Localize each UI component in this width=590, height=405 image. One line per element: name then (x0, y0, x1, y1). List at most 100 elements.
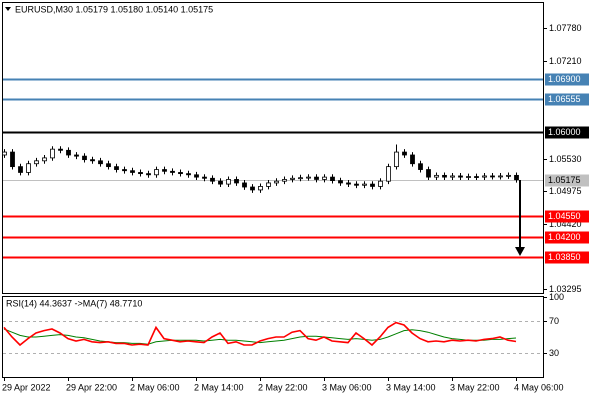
candle-body (146, 173, 151, 176)
candle-body (490, 175, 495, 178)
level-label: 1.03850 (548, 252, 581, 262)
candle-body (90, 159, 95, 162)
candle-body (346, 182, 351, 185)
candle-body (2, 151, 7, 156)
chart-title: EURUSD,M30 1.05179 1.05180 1.05140 1.051… (15, 4, 213, 14)
candle-body (386, 166, 391, 182)
candle-body (42, 157, 47, 162)
candle-body (234, 179, 239, 184)
y-tick-label: 1.07210 (549, 56, 582, 66)
x-tick-label: 4 May 06:00 (514, 382, 564, 392)
price-panel (2, 2, 544, 294)
candle-body (26, 163, 31, 173)
level-label-box (545, 126, 589, 139)
candle-body (330, 176, 335, 182)
level-label: 1.04550 (548, 211, 581, 221)
candle-body (98, 160, 103, 165)
level-label-box (545, 251, 589, 264)
rsi-line (3, 321, 517, 347)
level-label: 1.06900 (548, 74, 581, 84)
x-tick-label: 2 May 22:00 (258, 382, 308, 392)
candle-body (218, 180, 223, 185)
level-label: 1.04200 (548, 232, 581, 242)
candle-body (130, 170, 135, 173)
level-label-box (545, 231, 589, 244)
candle-body (314, 176, 319, 180)
candle-body (322, 176, 327, 180)
candle-body (226, 179, 231, 185)
candle-body (74, 154, 79, 157)
candle-body (242, 182, 247, 188)
y-tick-label: 1.07780 (549, 23, 582, 33)
candle-body (58, 148, 63, 151)
candle-body (154, 169, 159, 176)
candle-body (106, 163, 111, 168)
candle-body (274, 180, 279, 184)
candle-body (266, 182, 271, 187)
panel-icon (5, 7, 11, 11)
candle-body (402, 151, 407, 156)
x-tick-label: 29 Apr 22:00 (66, 382, 117, 392)
candle-body (138, 172, 143, 175)
candle-body (434, 174, 439, 178)
y-tick-label: 1.04975 (549, 186, 582, 196)
candle-body (306, 176, 311, 179)
candle-body (498, 175, 503, 178)
candle-body (210, 177, 215, 182)
y-tick-label: 30 (549, 348, 559, 358)
level-label-box (545, 210, 589, 223)
candle-body (250, 186, 255, 191)
candle-body (362, 183, 367, 186)
candle-body (394, 151, 399, 168)
candle-body (370, 183, 375, 187)
candle-body (290, 177, 295, 180)
candle-body (202, 176, 207, 179)
rsi-line (3, 328, 517, 345)
level-label-box (545, 93, 589, 106)
x-tick-label: 3 May 06:00 (322, 382, 372, 392)
candle-body (378, 180, 383, 187)
y-tick-label: 100 (549, 292, 564, 302)
candle-body (18, 166, 23, 173)
x-tick-label: 3 May 22:00 (450, 382, 500, 392)
x-tick-label: 2 May 14:00 (194, 382, 244, 392)
candle-body (474, 176, 479, 178)
candle-body (258, 186, 263, 191)
x-tick-label: 2 May 06:00 (130, 382, 180, 392)
candle-body (114, 166, 119, 170)
candle-body (410, 154, 415, 165)
candle-body (34, 160, 39, 165)
candle-body (162, 169, 167, 172)
y-tick-label: 70 (549, 316, 559, 326)
candle-body (482, 175, 487, 178)
y-tick-label: 1.03295 (549, 284, 582, 294)
rsi-panel (2, 296, 544, 378)
candle-body (10, 151, 15, 168)
candle-body (298, 177, 303, 180)
candle-body (178, 172, 183, 175)
candle-body (418, 163, 423, 170)
candle-body (194, 174, 199, 178)
candle-body (338, 180, 343, 184)
current-price-label: 1.05175 (548, 175, 581, 185)
candle-body (66, 149, 71, 156)
level-label: 1.06555 (548, 94, 581, 104)
arrow-head (515, 247, 525, 256)
rsi-title: RSI(14) 44.3637 ->MA(7) 48.7710 (6, 298, 142, 308)
candle-body (354, 183, 359, 186)
candle-body (170, 170, 175, 173)
candle-body (442, 174, 447, 178)
candle-body (186, 173, 191, 176)
candle-body (426, 169, 431, 178)
level-label: 1.06000 (548, 127, 581, 137)
candle-body (50, 148, 55, 159)
x-tick-label: 3 May 14:00 (386, 382, 436, 392)
candle-body (458, 175, 463, 178)
current-price-box (545, 174, 589, 187)
candle-body (506, 174, 511, 177)
candle-body (514, 174, 519, 181)
candle-body (82, 155, 87, 161)
